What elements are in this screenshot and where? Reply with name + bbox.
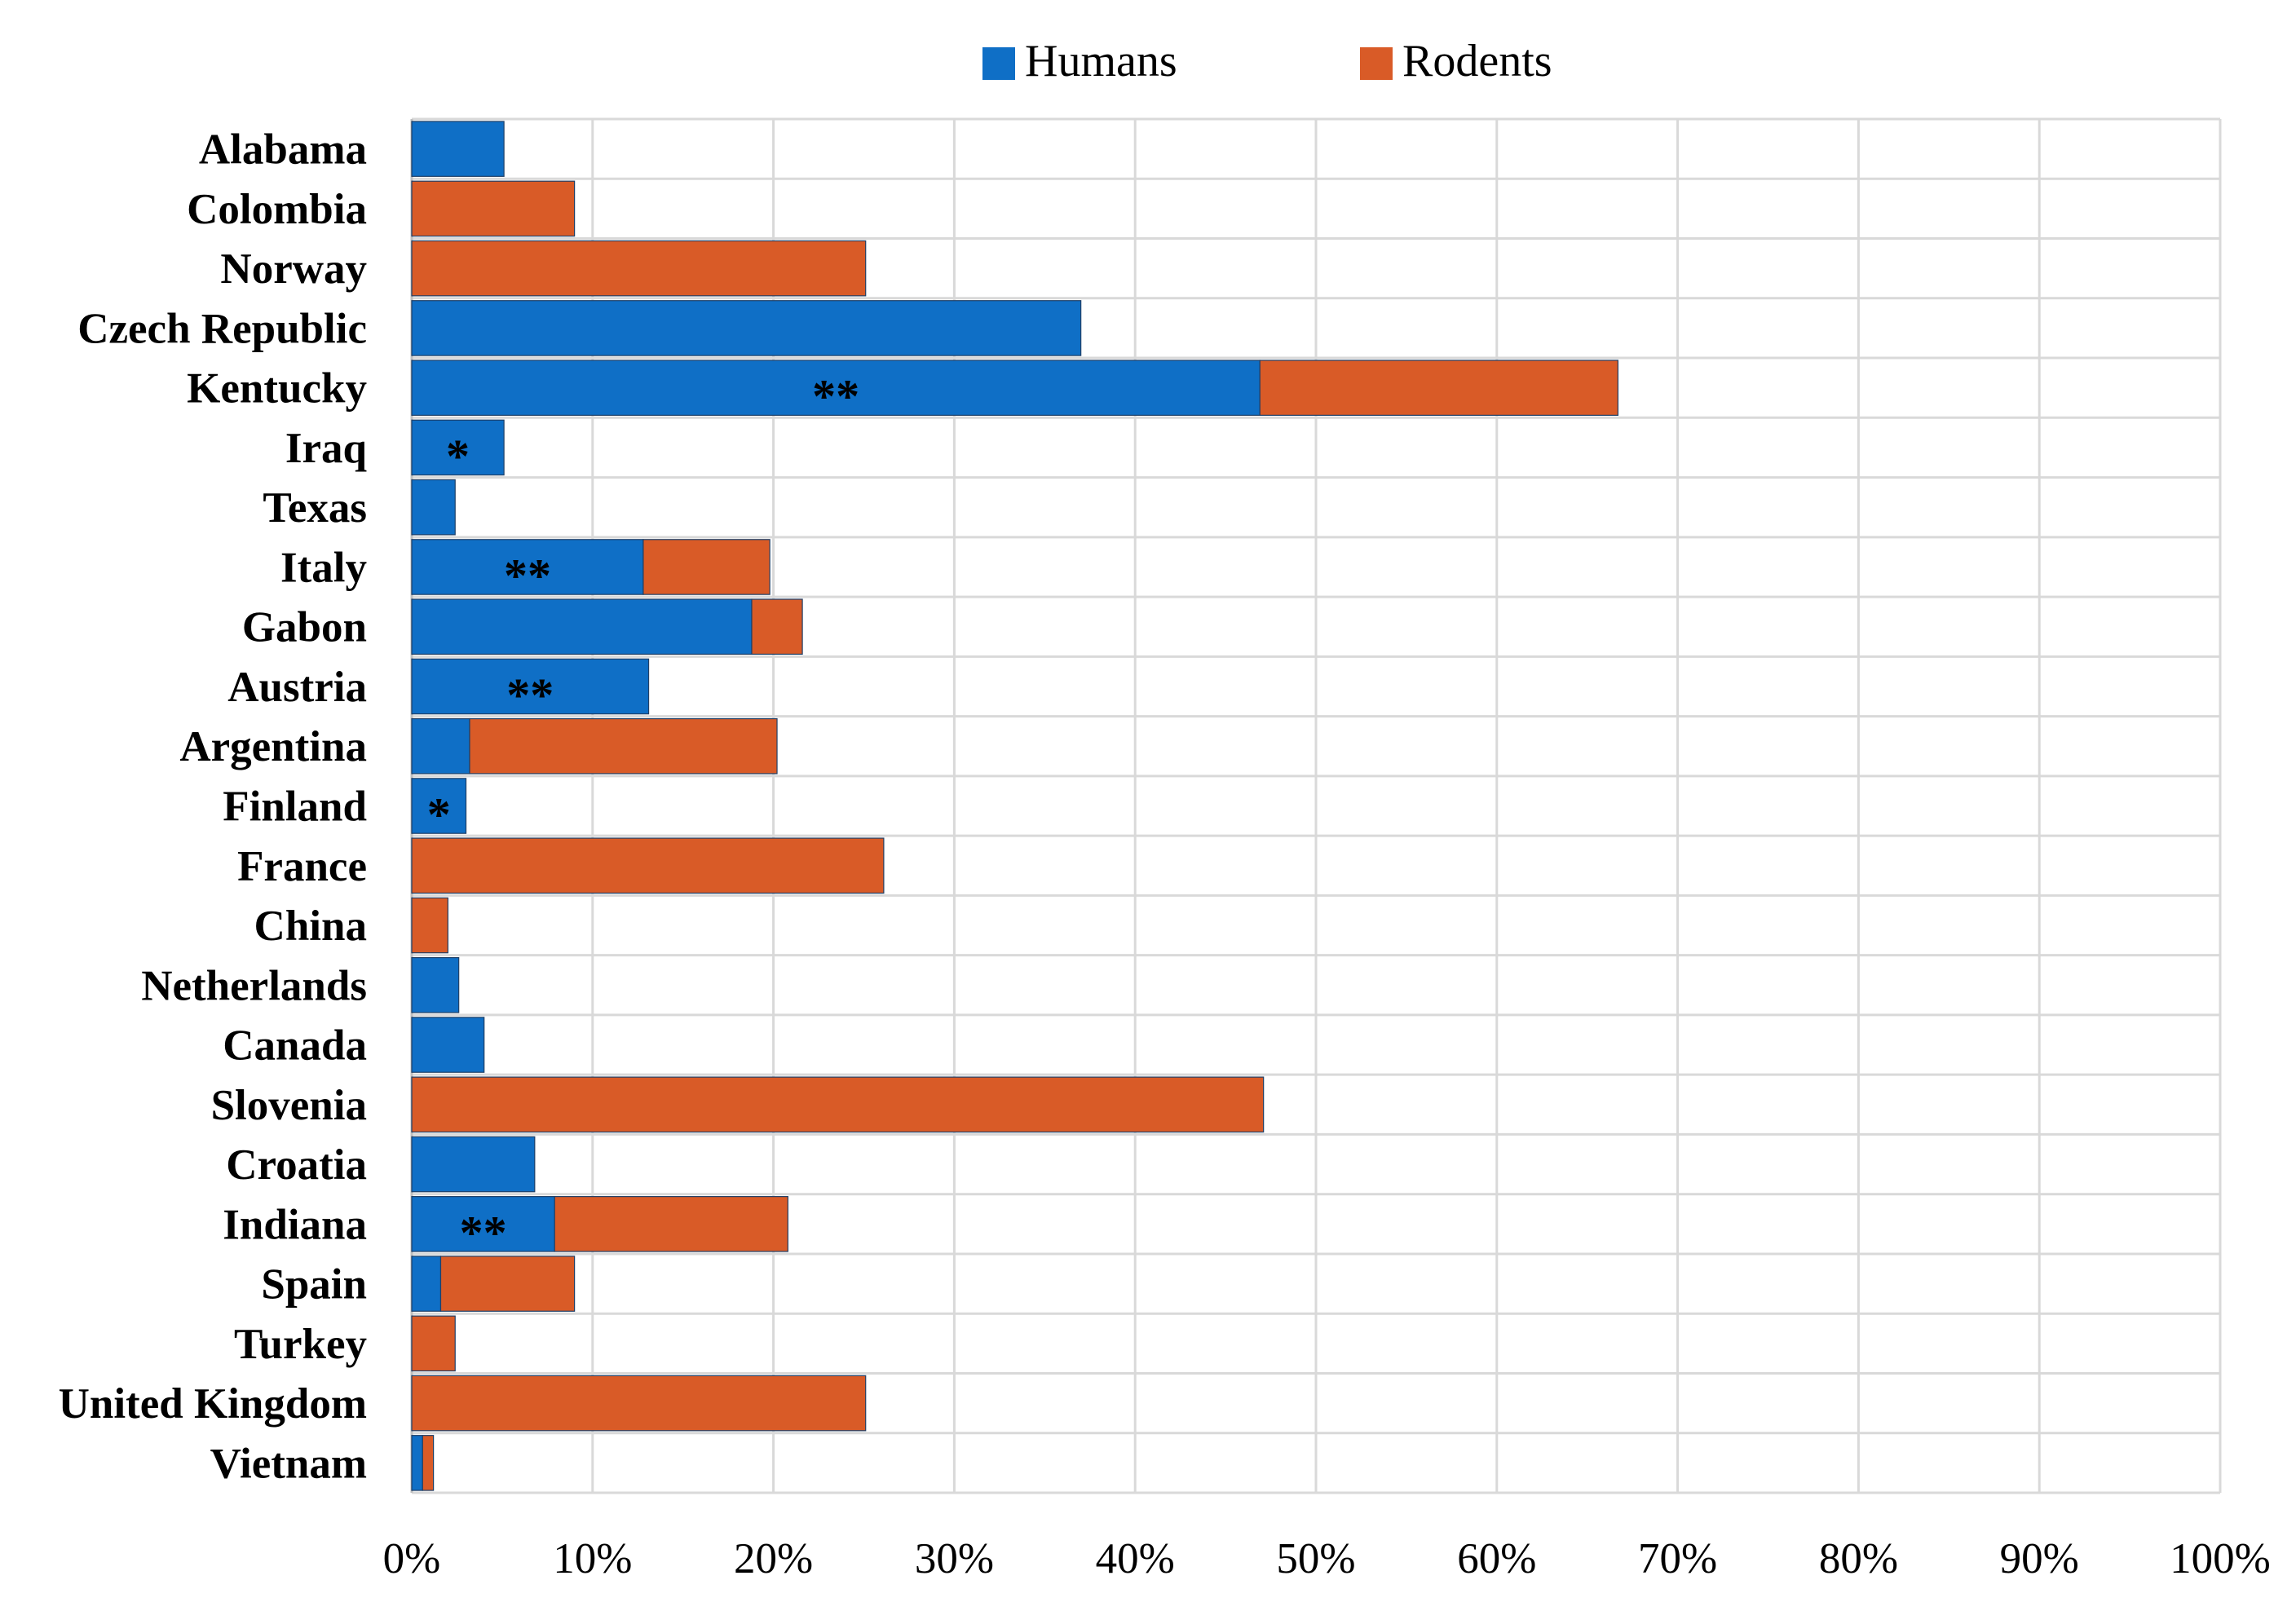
significance-marker: **	[812, 370, 859, 423]
x-tick-label: 80%	[1819, 1535, 1898, 1582]
bar-humans-czech-republic	[411, 300, 1082, 356]
bar-rodents-colombia	[411, 180, 576, 237]
bar-humans-croatia	[411, 1136, 536, 1193]
category-label: Finland	[223, 783, 367, 831]
category-label: Turkey	[234, 1321, 367, 1368]
x-tick-label: 10%	[553, 1535, 632, 1582]
category-label: Vietnam	[210, 1440, 367, 1487]
bar-rodents-turkey	[411, 1315, 456, 1372]
significance-marker: **	[460, 1206, 507, 1259]
category-label: Canada	[223, 1022, 367, 1070]
x-tick-label: 100%	[2170, 1535, 2271, 1582]
significance-marker: *	[427, 788, 451, 841]
significance-annotations: **********	[427, 370, 859, 1260]
bar-humans-spain	[411, 1256, 442, 1312]
bar-humans-canada	[411, 1017, 485, 1073]
bar-humans-alabama	[411, 121, 505, 177]
gridlines	[410, 117, 2222, 1494]
x-tick-label: 90%	[2000, 1535, 2079, 1582]
category-label: United Kingdom	[59, 1380, 367, 1428]
category-label: Norway	[220, 245, 367, 293]
x-tick-label: 50%	[1276, 1535, 1355, 1582]
x-tick-label: 30%	[915, 1535, 994, 1582]
significance-marker: *	[446, 430, 470, 483]
bar-humans-italy	[411, 539, 644, 595]
bar-rodents-vietnam	[422, 1435, 435, 1491]
legend: Humans Rodents	[982, 36, 1552, 86]
bar-rodents-gabon	[751, 598, 803, 655]
bar-humans-netherlands	[411, 956, 460, 1013]
bar-rodents-united-kingdom	[411, 1375, 867, 1432]
category-labels: Alabama Colombia Norway Czech Republic Kentu…	[59, 126, 367, 1488]
x-tick-label: 40%	[1096, 1535, 1175, 1582]
bar-humans-kentucky	[411, 360, 1261, 416]
bar-rodents-china	[411, 897, 448, 954]
category-label: Czech Republic	[77, 305, 367, 352]
category-label: Italy	[280, 544, 367, 591]
category-label: Colombia	[187, 186, 367, 233]
category-label: Croatia	[226, 1141, 367, 1189]
category-label: China	[254, 903, 367, 950]
bar-rodents-italy	[642, 539, 770, 595]
x-tick-label: 0%	[383, 1535, 441, 1582]
legend-swatch-humans	[982, 47, 1015, 80]
x-tick-label: 60%	[1457, 1535, 1536, 1582]
bar-rodents-kentucky	[1259, 360, 1619, 416]
x-axis-tick-labels: 0% 10% 20% 30% 40% 50% 60% 70% 80% 90% 100%	[383, 1535, 2271, 1582]
x-tick-label: 20%	[734, 1535, 813, 1582]
category-label: Kentucky	[187, 365, 367, 413]
category-label: Netherlands	[141, 962, 367, 1009]
category-label: Alabama	[199, 126, 367, 174]
legend-label-humans: Humans	[1025, 36, 1177, 86]
category-label: France	[237, 843, 367, 890]
bar-rodents-argentina	[469, 717, 778, 775]
category-label: Spain	[261, 1261, 367, 1309]
category-label: Slovenia	[211, 1082, 367, 1129]
bar-rodents-slovenia	[411, 1076, 1265, 1133]
bar-humans-argentina	[411, 717, 470, 775]
category-label: Iraq	[285, 425, 367, 472]
bars	[411, 121, 1619, 1491]
category-label: Austria	[227, 664, 367, 711]
bar-rodents-spain	[439, 1256, 576, 1312]
bar-humans-finland	[411, 778, 467, 834]
bar-rodents-norway	[411, 240, 867, 297]
significance-marker: **	[506, 669, 554, 722]
bar-humans-austria	[411, 658, 650, 715]
bar-rodents-france	[411, 837, 885, 894]
category-label: Texas	[263, 484, 367, 532]
bar-rodents-indiana	[554, 1196, 788, 1252]
category-label: Argentina	[179, 723, 367, 770]
category-label: Indiana	[223, 1201, 367, 1248]
category-label: Gabon	[242, 604, 367, 651]
bar-humans-vietnam	[411, 1435, 423, 1491]
bar-humans-gabon	[411, 598, 753, 655]
bar-humans-iraq	[411, 419, 505, 476]
bar-humans-indiana	[411, 1196, 555, 1252]
legend-swatch-rodents	[1360, 47, 1393, 80]
bar-humans-texas	[411, 479, 456, 536]
x-tick-label: 70%	[1638, 1535, 1717, 1582]
legend-label-rodents: Rodents	[1402, 36, 1552, 86]
significance-marker: **	[504, 549, 551, 602]
